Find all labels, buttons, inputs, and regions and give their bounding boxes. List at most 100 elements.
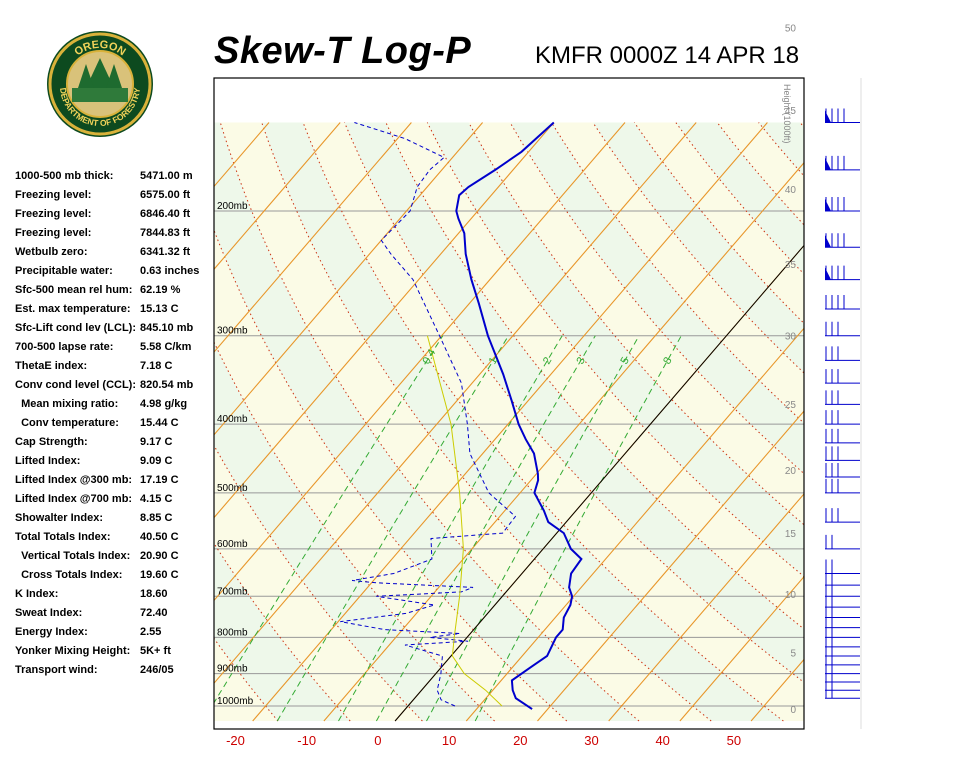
pressure-labels: 200mb 300mb 400mb 500mb 600mb 700mb 800mb 900mb… (217, 201, 254, 707)
mixing-ratio-label: 5 (619, 355, 632, 366)
isotherm (214, 122, 341, 271)
mixing-ratio-label: 8 (661, 355, 674, 366)
index-label: Freezing level: (15, 227, 92, 239)
index-label: Precipitable water: (15, 265, 113, 277)
wind-barbs (825, 108, 860, 699)
wind-barb-pennant (825, 267, 831, 280)
wind-barb (825, 155, 860, 171)
parcel-trace (426, 335, 503, 707)
wind-barb (825, 478, 860, 494)
index-value: 15.44 C (140, 417, 179, 429)
adiabat-band (717, 122, 804, 225)
index-value: 19.60 C (140, 569, 179, 581)
dry-adiabat (799, 122, 804, 128)
index-value: 6575.00 ft (140, 189, 191, 201)
adiabat-band (385, 122, 804, 630)
wind-barb (825, 623, 860, 638)
dry-adiabat (261, 122, 712, 722)
index-label: 700-500 lapse rate: (15, 341, 114, 353)
x-tick-label: 50 (727, 733, 741, 748)
index-value: 6846.40 ft (140, 208, 191, 220)
index-label: Lifted Index @700 mb: (15, 493, 133, 505)
wind-barb (825, 559, 860, 575)
wind-barb (825, 659, 860, 675)
height-label: 10 (785, 590, 797, 601)
height-label: 5 (790, 648, 796, 659)
wind-barb-pennant (825, 110, 831, 123)
pressure-label: 600mb (217, 539, 248, 550)
height-labels: 0 5 10 15 20 25 30 35 40 45 50 (785, 24, 797, 716)
index-value: 7844.83 ft (140, 227, 191, 239)
pressure-label: 300mb (217, 326, 248, 337)
index-label: Lifted Index @300 mb: (15, 474, 133, 486)
index-label: ThetaE index: (15, 360, 88, 372)
isotherm (214, 122, 484, 436)
wind-barb (825, 197, 860, 212)
pressure-label: 200mb (217, 201, 248, 212)
index-label: Est. max temperature: (15, 303, 131, 315)
wind-barb (825, 346, 860, 361)
x-tick-label: -10 (297, 733, 316, 748)
index-label: Freezing level: (15, 208, 92, 220)
index-value: 820.54 mb (140, 379, 194, 391)
mixing-ratio-lines (214, 335, 682, 722)
wind-barb (825, 463, 860, 478)
wind-barb (825, 508, 860, 523)
station-datetime: KMFR 0000Z 14 APR 18 (535, 42, 800, 69)
height-label: 30 (785, 331, 797, 342)
index-value: 845.10 mb (140, 322, 194, 334)
dry-adiabat (841, 123, 960, 722)
index-value: 6341.32 ft (140, 246, 191, 258)
isobars (214, 210, 804, 707)
svg-text:OREGON: OREGON (72, 39, 127, 59)
chart-title: Skew-T Log-P (214, 30, 472, 72)
isotherm (537, 410, 804, 722)
adiabat-band (800, 122, 804, 128)
x-tick-label: 40 (655, 733, 669, 748)
wind-barb (825, 369, 860, 384)
index-label: Cross Totals Index: (15, 569, 123, 581)
height-label: 35 (785, 260, 797, 271)
wind-barb (825, 613, 860, 629)
adiabat-band (841, 123, 960, 722)
index-label: K Index: (15, 588, 59, 600)
isotherm (323, 161, 804, 722)
wind-barb (825, 632, 860, 648)
wind-barb (825, 446, 860, 461)
adiabat-band (220, 122, 712, 721)
adiabat-band (883, 123, 960, 722)
sounding-traces (340, 121, 583, 710)
wind-barb (825, 390, 860, 405)
dewpoint-trace (340, 122, 517, 707)
index-label: Vertical Totals Index: (15, 550, 131, 562)
index-label: Conv temperature: (15, 417, 119, 429)
index-value: 17.19 C (140, 474, 179, 486)
adiabat-band (551, 122, 804, 424)
zero-isotherm (394, 244, 804, 722)
dry-adiabat (302, 122, 784, 722)
x-tick-label: 20 (513, 733, 527, 748)
index-value: 62.19 % (140, 284, 181, 296)
height-label: 20 (785, 466, 797, 477)
height-label: 40 (785, 185, 797, 196)
x-tick-label: 0 (374, 733, 381, 748)
isotherm (214, 122, 697, 685)
height-label: 15 (785, 529, 797, 540)
index-label: Mean mixing ratio: (15, 398, 119, 410)
pressure-label: 1000mb (217, 696, 254, 707)
adiabat-band (303, 122, 804, 721)
index-value: 5.58 C/km (140, 341, 192, 353)
index-value: 9.17 C (140, 436, 173, 448)
logo-top-text: OREGON (72, 39, 127, 59)
isotherm (608, 493, 804, 722)
wind-barb (825, 642, 860, 657)
wind-barb (825, 684, 860, 699)
index-label: Sfc-Lift cond lev (LCL): (15, 322, 136, 334)
mixing-ratio-line (474, 335, 682, 722)
dry-adiabat (509, 122, 804, 475)
isotherm (822, 123, 960, 721)
pressure-label: 800mb (217, 627, 248, 638)
index-label: Sweat Index: (15, 607, 83, 619)
adiabat-band (510, 122, 804, 474)
